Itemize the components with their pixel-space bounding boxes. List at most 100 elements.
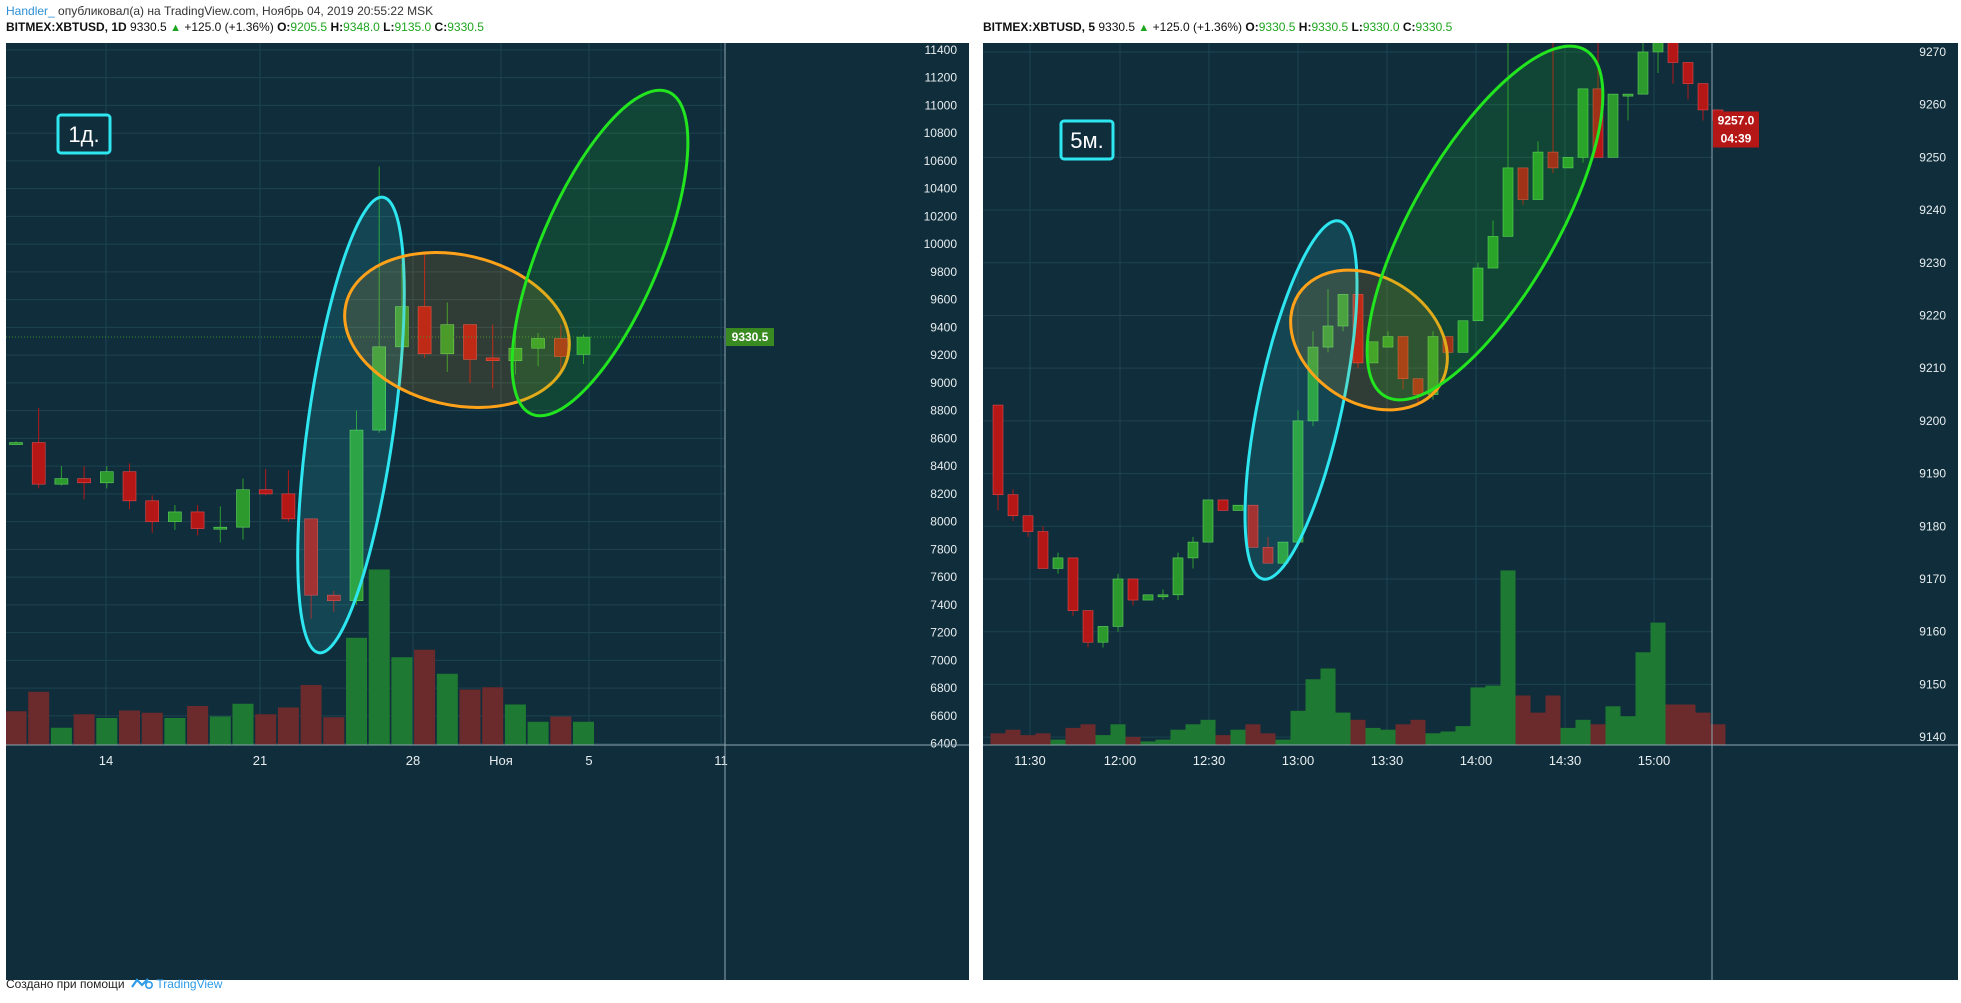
candle-down: [281, 493, 296, 520]
candle-up: [1277, 541, 1289, 564]
candle-down: [326, 594, 341, 602]
y-tick-label: 8400: [930, 459, 957, 473]
left-high: 9348.0: [343, 20, 380, 34]
volume-bar: [1545, 695, 1561, 745]
candle-down: [122, 471, 137, 502]
y-tick-label: 9250: [1919, 150, 1946, 164]
right-close-label: C:: [1402, 20, 1416, 34]
volume-bar: [255, 714, 277, 745]
volume-bar: [504, 704, 526, 745]
right-low-label: L:: [1351, 20, 1363, 34]
candle-down: [1397, 336, 1409, 380]
five-minute-candlestick-chart[interactable]: 9140 9150 9160 9170 9180 9190 9200 9210 9220 9230…: [983, 43, 1958, 980]
candle-up: [213, 526, 228, 530]
author-name[interactable]: Handler_: [6, 4, 55, 18]
candle-down: [1262, 547, 1274, 564]
volume-bar: [527, 721, 549, 745]
candle-up: [576, 336, 591, 355]
candle-up: [54, 478, 69, 485]
tradingview-link[interactable]: TradingView: [156, 977, 223, 991]
candle-down: [1127, 578, 1139, 601]
volume-bar: [414, 649, 436, 745]
time-axis-background: [983, 745, 1712, 980]
highlight-ellipse-cyan: [1243, 219, 1359, 581]
daily-candlestick-chart[interactable]: 6400 6600 6800 7000 7200 7400 7600 7800 8000 8200…: [6, 43, 969, 980]
x-tick-label: 12:30: [1193, 753, 1226, 768]
candle-up: [1382, 336, 1394, 348]
left-close-label: C:: [434, 20, 448, 34]
volume-bar: [1215, 735, 1231, 745]
volume-bar: [1230, 729, 1246, 745]
annotation-box: [56, 113, 112, 155]
annotation-label: 5м.: [1070, 128, 1103, 153]
candle-up: [1232, 504, 1244, 511]
x-tick-label: 11:30: [1014, 753, 1046, 768]
volume-bar: [119, 710, 140, 745]
x-tick-label: 13:00: [1282, 753, 1315, 768]
volume-bar: [1035, 733, 1051, 745]
volume-bar: [1575, 719, 1591, 745]
volume-bar: [1695, 712, 1711, 745]
candle-up: [168, 511, 182, 522]
volume-bar: [50, 727, 72, 745]
y-tick-label: 7000: [930, 653, 957, 667]
candle-up: [1472, 267, 1484, 322]
last-price-tag-label: 9330.5: [732, 330, 769, 344]
candle-down: [304, 518, 318, 596]
candle-up: [1532, 151, 1544, 200]
volume-bar: [96, 718, 118, 745]
volume-bar: [1590, 724, 1606, 745]
volume-bar: [6, 711, 27, 745]
volume-bar: [550, 716, 572, 745]
x-tick-label: 13:30: [1371, 753, 1404, 768]
left-high-label: H:: [330, 20, 344, 34]
y-tick-label: 11200: [925, 71, 958, 85]
candle-down: [31, 442, 46, 485]
volume-bar: [1065, 727, 1081, 745]
footer-text: Создано при помощи: [6, 977, 125, 991]
candle-up: [1562, 157, 1574, 169]
candle-down: [1217, 499, 1229, 511]
y-tick-label: 9170: [1919, 572, 1946, 586]
volume-bar: [459, 689, 481, 745]
x-tick-label: 12:00: [1104, 753, 1137, 768]
annotation-label: 1д.: [68, 122, 99, 147]
volume-bar: [1560, 727, 1576, 745]
volume-bar: [141, 712, 163, 745]
left-chart-header: BITMEX:XBTUSD, 1D 9330.5 ▲ +125.0 (+1.36…: [6, 20, 484, 34]
price-axis-background: [1712, 43, 1958, 745]
y-tick-label: 9150: [1919, 677, 1946, 691]
right-symbol: BITMEX:XBTUSD, 5: [983, 20, 1096, 34]
candle-down: [1667, 43, 1679, 63]
volume-bar: [1440, 731, 1456, 745]
y-tick-label: 9200: [1919, 414, 1946, 428]
x-tick-label: 14:00: [1460, 753, 1493, 768]
footer: Создано при помощи TradingView: [6, 977, 222, 991]
candle-down: [1022, 515, 1034, 532]
candle-down: [553, 338, 568, 357]
volume-bar: [1335, 712, 1351, 745]
candle-down: [992, 404, 1004, 495]
volume-bar: [1620, 716, 1636, 745]
candle-down: [1547, 151, 1559, 169]
candle-up: [349, 429, 364, 602]
candle-up: [1112, 578, 1124, 627]
y-tick-label: 7200: [930, 626, 957, 640]
volume-bar: [1170, 729, 1186, 745]
y-tick-label: 8000: [930, 515, 957, 529]
volume-bar: [1605, 706, 1621, 745]
candle-up: [1622, 93, 1634, 97]
candle-down: [190, 511, 205, 529]
right-change: +125.0 (+1.36%): [1152, 20, 1243, 34]
x-tick-label: 5: [585, 753, 592, 768]
plot-background: [6, 43, 725, 745]
candle-up: [440, 324, 455, 355]
volume-bar: [232, 703, 254, 745]
candle-up: [1052, 557, 1064, 569]
candle-down: [1517, 167, 1529, 200]
candle-down: [1247, 504, 1259, 548]
y-tick-label: 9600: [930, 293, 957, 307]
x-tick-label: 21: [253, 753, 267, 768]
volume-bar: [1425, 733, 1441, 745]
y-tick-label: 7400: [930, 598, 957, 612]
